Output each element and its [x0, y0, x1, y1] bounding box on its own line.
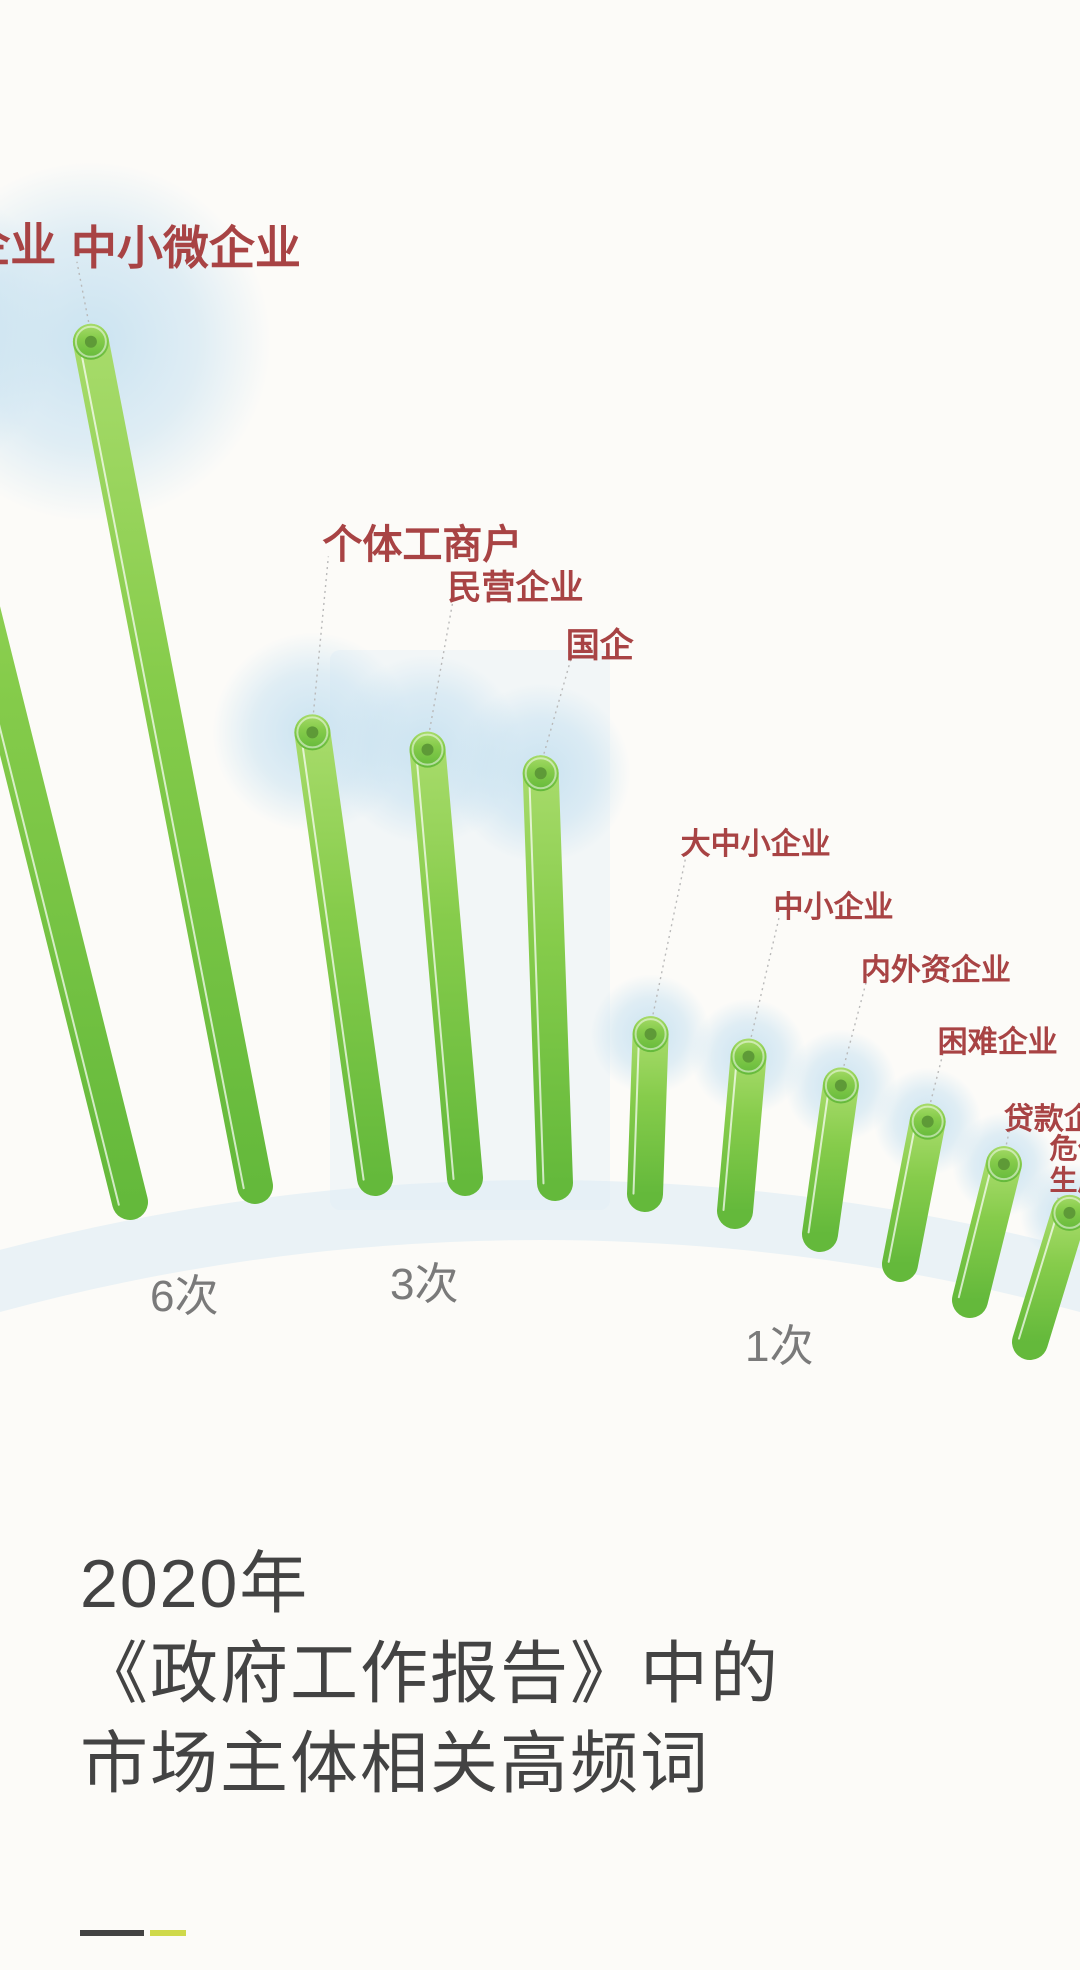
category-label: 民营企业	[448, 560, 584, 609]
group-count-label: 6次	[150, 1260, 218, 1324]
group-count-label: 3次	[390, 1248, 458, 1312]
category-label: 困难企业	[938, 1017, 1058, 1061]
group-count-label: 1次	[745, 1310, 813, 1374]
title-rule	[80, 1930, 144, 1936]
title-accent	[150, 1930, 186, 1936]
category-label: 危化品 生产企业	[1049, 1133, 1080, 1197]
chart-title: 2020年 《政府工作报告》中的 市场主体相关高频词	[80, 1540, 780, 1809]
category-label: 大中小企业	[681, 819, 831, 863]
category-label: 中小企业	[774, 882, 894, 926]
category-label: 中小微企业	[71, 212, 301, 278]
category-label: 国企	[566, 618, 634, 667]
category-label: 小微企业	[0, 209, 56, 275]
category-label: 贷款企业	[1004, 1094, 1080, 1138]
category-label: 内外资企业	[861, 945, 1011, 989]
